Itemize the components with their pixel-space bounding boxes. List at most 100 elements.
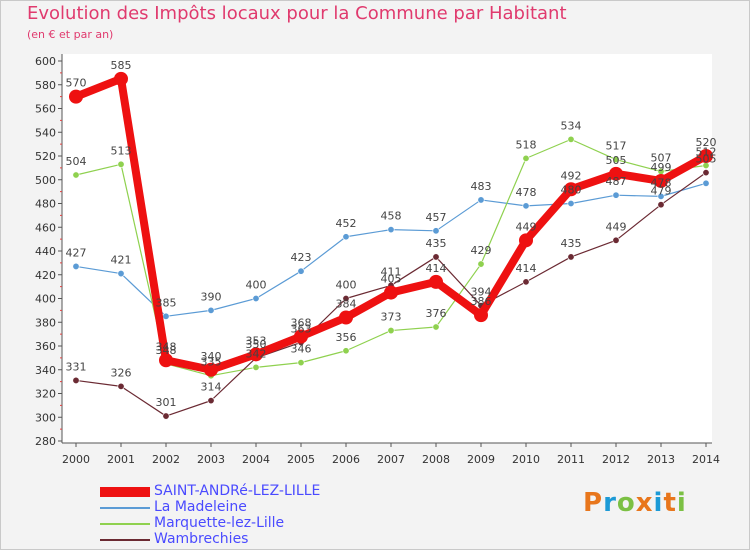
- data-point: [702, 179, 710, 187]
- logo-letter: x: [635, 488, 654, 518]
- data-label: 505: [606, 154, 627, 167]
- data-label: 585: [111, 59, 132, 72]
- data-point: [159, 353, 173, 368]
- legend-item: Wambrechies: [100, 531, 400, 548]
- data-label: 499: [651, 161, 672, 174]
- data-point: [519, 233, 533, 248]
- legend-swatch: [100, 487, 150, 497]
- data-label: 411: [381, 265, 402, 278]
- data-label: 478: [651, 176, 672, 189]
- data-label: 390: [201, 290, 222, 303]
- data-label: 368: [291, 317, 312, 330]
- x-tick-label: 2010: [512, 453, 540, 466]
- data-point: [162, 412, 170, 420]
- plot-area: [62, 54, 712, 443]
- data-label: 373: [381, 311, 402, 324]
- data-label: 384: [336, 298, 357, 311]
- data-point: [522, 154, 530, 162]
- data-label: 405: [381, 273, 402, 286]
- data-point: [297, 267, 305, 275]
- data-point: [699, 149, 713, 163]
- data-point: [612, 236, 620, 244]
- data-point: [252, 363, 260, 371]
- data-label: 452: [336, 217, 357, 230]
- data-point: [432, 253, 440, 261]
- data-label: 335: [201, 356, 222, 369]
- data-label: 458: [381, 210, 402, 223]
- data-point: [69, 89, 83, 104]
- logo-letter: i: [653, 488, 664, 518]
- data-label: 435: [426, 237, 447, 250]
- data-point: [114, 71, 128, 86]
- y-tick-label: 580: [35, 79, 56, 92]
- data-label: 421: [111, 254, 132, 267]
- legend-item: SAINT-ANDRé-LEZ-LILLE: [100, 483, 400, 500]
- data-point: [432, 227, 440, 235]
- data-point: [72, 262, 80, 270]
- data-label: 346: [291, 343, 312, 356]
- data-label: 449: [516, 220, 537, 233]
- data-point: [387, 226, 395, 234]
- data-point: [612, 191, 620, 199]
- legend: SAINT-ANDRé-LEZ-LILLE La Madeleine Marquet…: [100, 483, 400, 548]
- data-label: 457: [426, 211, 447, 224]
- data-point: [342, 233, 350, 241]
- data-point: [429, 274, 443, 289]
- data-point: [249, 347, 263, 362]
- data-label: 331: [66, 360, 87, 373]
- logo-letter: t: [663, 488, 677, 518]
- data-point: [117, 382, 125, 390]
- data-label: 427: [66, 246, 87, 259]
- x-tick-label: 2002: [152, 453, 180, 466]
- data-label: 356: [336, 331, 357, 344]
- y-tick-label: 520: [35, 150, 56, 163]
- data-label: 449: [606, 220, 627, 233]
- x-tick-label: 2000: [62, 453, 90, 466]
- data-point: [72, 376, 80, 384]
- data-point: [657, 192, 665, 200]
- data-point: [117, 160, 125, 168]
- data-label: 487: [606, 175, 627, 188]
- data-label: 348: [156, 340, 177, 353]
- y-tick-label: 480: [35, 198, 56, 211]
- data-label: 400: [246, 279, 267, 292]
- y-tick-label: 400: [35, 293, 56, 306]
- logo-letter: r: [603, 488, 617, 518]
- data-label: 429: [471, 244, 492, 257]
- data-point: [207, 306, 215, 314]
- data-label: 385: [156, 296, 177, 309]
- data-label: 483: [471, 180, 492, 193]
- x-tick-label: 2001: [107, 453, 135, 466]
- x-tick-label: 2012: [602, 453, 630, 466]
- data-point: [522, 202, 530, 210]
- data-point: [477, 196, 485, 204]
- data-point: [342, 294, 350, 302]
- y-tick-label: 340: [35, 364, 56, 377]
- data-point: [567, 200, 575, 208]
- legend-label: La Madeleine: [154, 499, 247, 515]
- y-tick-label: 540: [35, 126, 56, 139]
- data-label: 479: [651, 185, 672, 198]
- data-label: 435: [561, 237, 582, 250]
- y-tick-label: 360: [35, 340, 56, 353]
- data-label: 492: [561, 169, 582, 182]
- data-label: 518: [516, 138, 537, 151]
- data-label: 363: [291, 322, 312, 335]
- data-label: 505: [696, 153, 717, 166]
- data-label: 512: [696, 146, 717, 159]
- y-tick-label: 600: [35, 55, 56, 68]
- data-label: 480: [561, 184, 582, 197]
- data-label: 348: [156, 344, 177, 357]
- chart-subtitle: (en € et par an): [27, 28, 114, 41]
- y-tick-label: 280: [35, 435, 56, 448]
- data-point: [567, 135, 575, 143]
- y-tick-label: 440: [35, 245, 56, 258]
- legend-swatch: [100, 523, 150, 525]
- data-point: [702, 169, 710, 177]
- data-label: 340: [201, 350, 222, 363]
- x-tick-label: 2008: [422, 453, 450, 466]
- data-point: [657, 201, 665, 209]
- data-point: [384, 285, 398, 300]
- data-label: 386: [471, 295, 492, 308]
